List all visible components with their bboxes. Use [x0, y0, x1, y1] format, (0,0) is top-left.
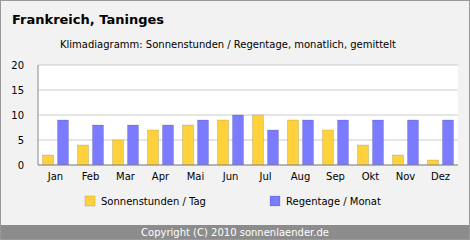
bar	[43, 155, 54, 165]
x-tick-label: Aug	[291, 171, 311, 182]
y-axis	[38, 65, 39, 165]
bar	[218, 120, 229, 165]
grid-line	[38, 65, 458, 66]
grid-line	[38, 165, 458, 166]
y-tick-label: 10	[11, 110, 24, 121]
y-tick-label: 0	[18, 160, 24, 171]
x-tick-label: Jul	[258, 171, 271, 182]
bar	[408, 120, 419, 165]
x-tick-label: Jun	[222, 171, 239, 182]
bar	[93, 125, 104, 165]
x-tick-label: Feb	[82, 171, 100, 182]
legend-label: Sonnenstunden / Tag	[101, 196, 206, 207]
grid-line	[38, 90, 458, 91]
background	[1, 1, 470, 240]
bar	[268, 130, 279, 165]
bar	[78, 145, 89, 165]
footer-bar	[1, 225, 469, 239]
bar	[253, 115, 264, 165]
y-tick-label: 20	[11, 60, 24, 71]
bar	[323, 130, 334, 165]
bar	[148, 130, 159, 165]
bar	[163, 125, 174, 165]
x-tick-label: Nov	[396, 171, 416, 182]
legend-swatch	[85, 196, 95, 206]
x-tick-label: Dez	[431, 171, 450, 182]
subtitle: Klimadiagramm: Sonnenstunden / Regentage…	[60, 39, 396, 50]
bar	[288, 120, 299, 165]
chart: Frankreich, Taninges Klimadiagramm: Sonne…	[0, 0, 470, 240]
bar	[303, 120, 314, 165]
x-tick-label: Jan	[47, 171, 63, 182]
bar	[338, 120, 349, 165]
bar	[183, 125, 194, 165]
bar	[358, 145, 369, 165]
y-tick-label: 5	[18, 135, 24, 146]
bar	[58, 120, 69, 165]
x-axis	[38, 165, 458, 166]
plot-area	[38, 65, 458, 165]
bar	[428, 160, 439, 165]
footer: Copyright (C) 2010 sonnenlaender.de	[141, 227, 329, 238]
bar	[113, 140, 124, 165]
y-tick-label: 15	[11, 85, 24, 96]
bar	[233, 115, 244, 165]
x-tick-label: Okt	[362, 171, 380, 182]
bars	[43, 115, 454, 165]
bar	[443, 120, 454, 165]
legend-label: Regentage / Monat	[286, 196, 381, 207]
bar	[198, 120, 209, 165]
bar	[373, 120, 384, 165]
bar	[393, 155, 404, 165]
grid-line	[38, 115, 458, 116]
title: Frankreich, Taninges	[12, 12, 164, 27]
x-tick-label: Sep	[326, 171, 345, 182]
legend-swatch	[270, 196, 280, 206]
x-tick-label: Mar	[116, 171, 136, 182]
bar	[128, 125, 139, 165]
x-tick-label: Apr	[152, 171, 170, 182]
x-tick-label: Mai	[187, 171, 205, 182]
